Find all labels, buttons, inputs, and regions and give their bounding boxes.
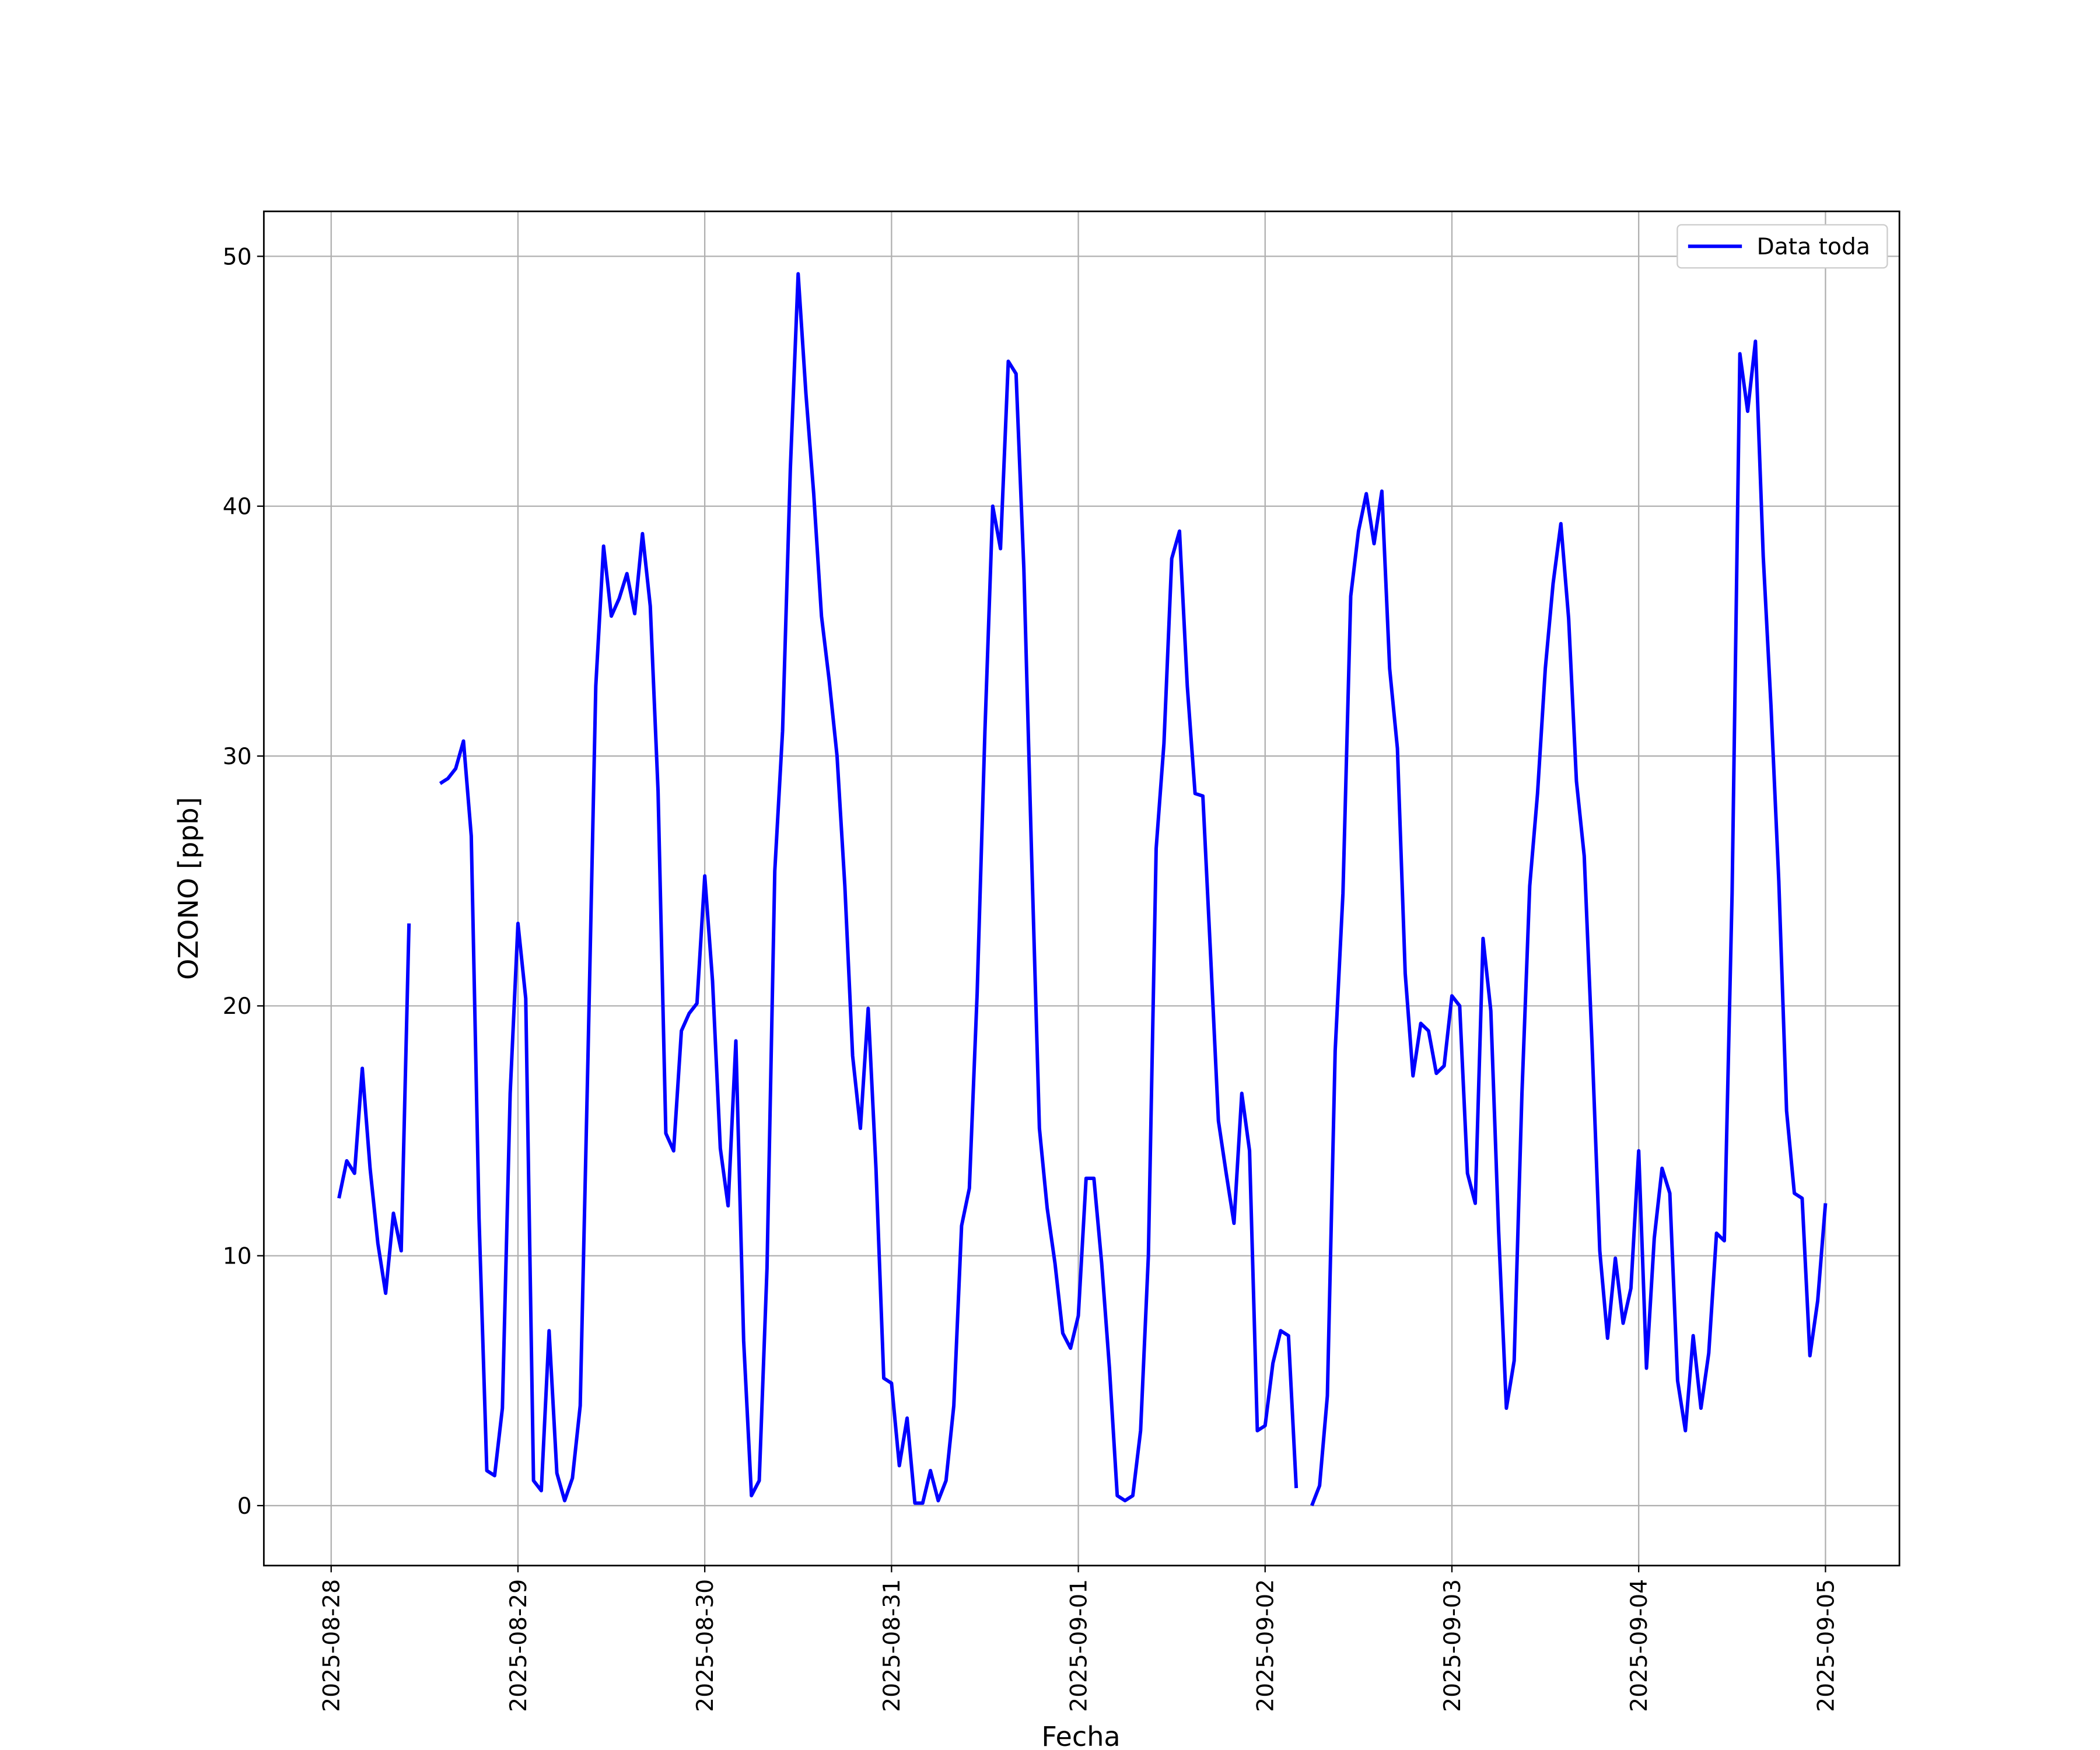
x-tick-label: 2025-09-03: [1440, 1579, 1466, 1712]
x-tick-label: 2025-09-05: [1813, 1579, 1839, 1712]
y-tick-label: 0: [237, 1493, 252, 1520]
x-axis-label: Fecha: [1041, 1721, 1120, 1750]
y-tick-label: 10: [223, 1244, 252, 1270]
data-line: [337, 272, 1828, 1507]
y-tick-label: 30: [223, 744, 252, 770]
y-tick-label: 20: [223, 993, 252, 1020]
plot-frame: [262, 210, 1901, 1567]
legend-box: [1676, 224, 1888, 269]
x-tick-label: 2025-08-31: [879, 1579, 905, 1712]
x-tick-label: 2025-08-30: [692, 1579, 719, 1712]
legend-label: Data toda: [1757, 234, 1870, 260]
legend: Data toda: [1676, 224, 1888, 269]
x-tick-label: 2025-09-02: [1253, 1579, 1279, 1712]
y-axis-label: OZONO [ppb]: [173, 797, 204, 980]
x-tick-label: 2025-09-01: [1066, 1579, 1092, 1712]
y-tick-label: 50: [223, 244, 252, 270]
x-tick-label: 2025-08-28: [319, 1579, 345, 1712]
x-tick-label: 2025-08-29: [506, 1579, 532, 1712]
y-tick-label: 40: [223, 494, 252, 520]
x-tick-label: 2025-09-04: [1626, 1579, 1653, 1712]
